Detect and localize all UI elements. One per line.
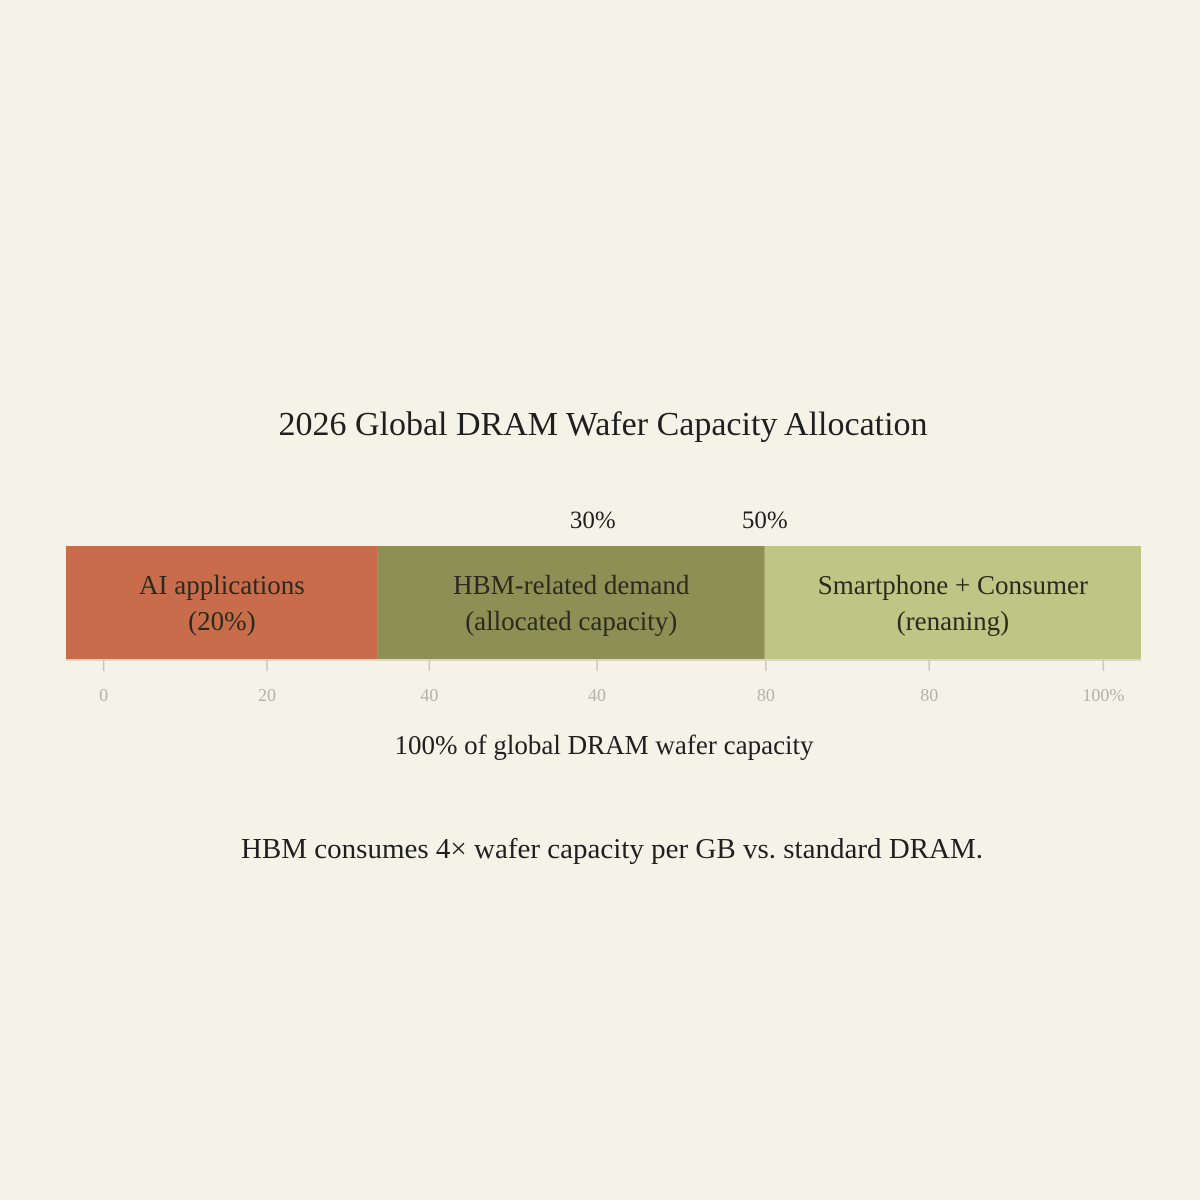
segment-sublabel-3: (renaning) — [897, 606, 1009, 636]
x-tick-label-4: 40 — [588, 685, 606, 705]
annotation-note: HBM consumes 4× wafer capacity per GB vs… — [241, 833, 983, 865]
x-tick-label-1: 0 — [99, 685, 108, 705]
chart-title: 2026 Global DRAM Wafer Capacity Allocati… — [278, 406, 927, 443]
segment-label-3: Smartphone + Consumer — [818, 570, 1088, 600]
x-tick-label-3: 40 — [420, 685, 438, 705]
bar-segment-1 — [66, 546, 378, 659]
bar-segment-3 — [764, 546, 1141, 659]
marker-label-2: 50% — [742, 507, 788, 534]
segment-sublabel-2: (allocated capacity) — [465, 606, 677, 636]
x-tick-label-6: 80 — [920, 685, 938, 705]
x-tick-label-5: 80 — [757, 685, 775, 705]
marker-labels: 30% 50% — [570, 507, 788, 534]
x-axis: 0 20 40 40 80 80 100% — [66, 659, 1141, 705]
x-tick-label-7: 100% — [1082, 685, 1124, 705]
x-tick-label-2: 20 — [258, 685, 276, 705]
segment-sublabel-1: (20%) — [188, 606, 255, 636]
bar-segment-2 — [377, 546, 765, 659]
bar-segments: AI applications (20%) HBM-related demand (a… — [66, 546, 1141, 659]
segment-label-1: AI applications — [139, 570, 305, 600]
marker-label-1: 30% — [570, 507, 616, 534]
x-axis-label: 100% of global DRAM wafer capacity — [394, 730, 814, 760]
segment-label-2: HBM-related demand — [453, 570, 690, 600]
